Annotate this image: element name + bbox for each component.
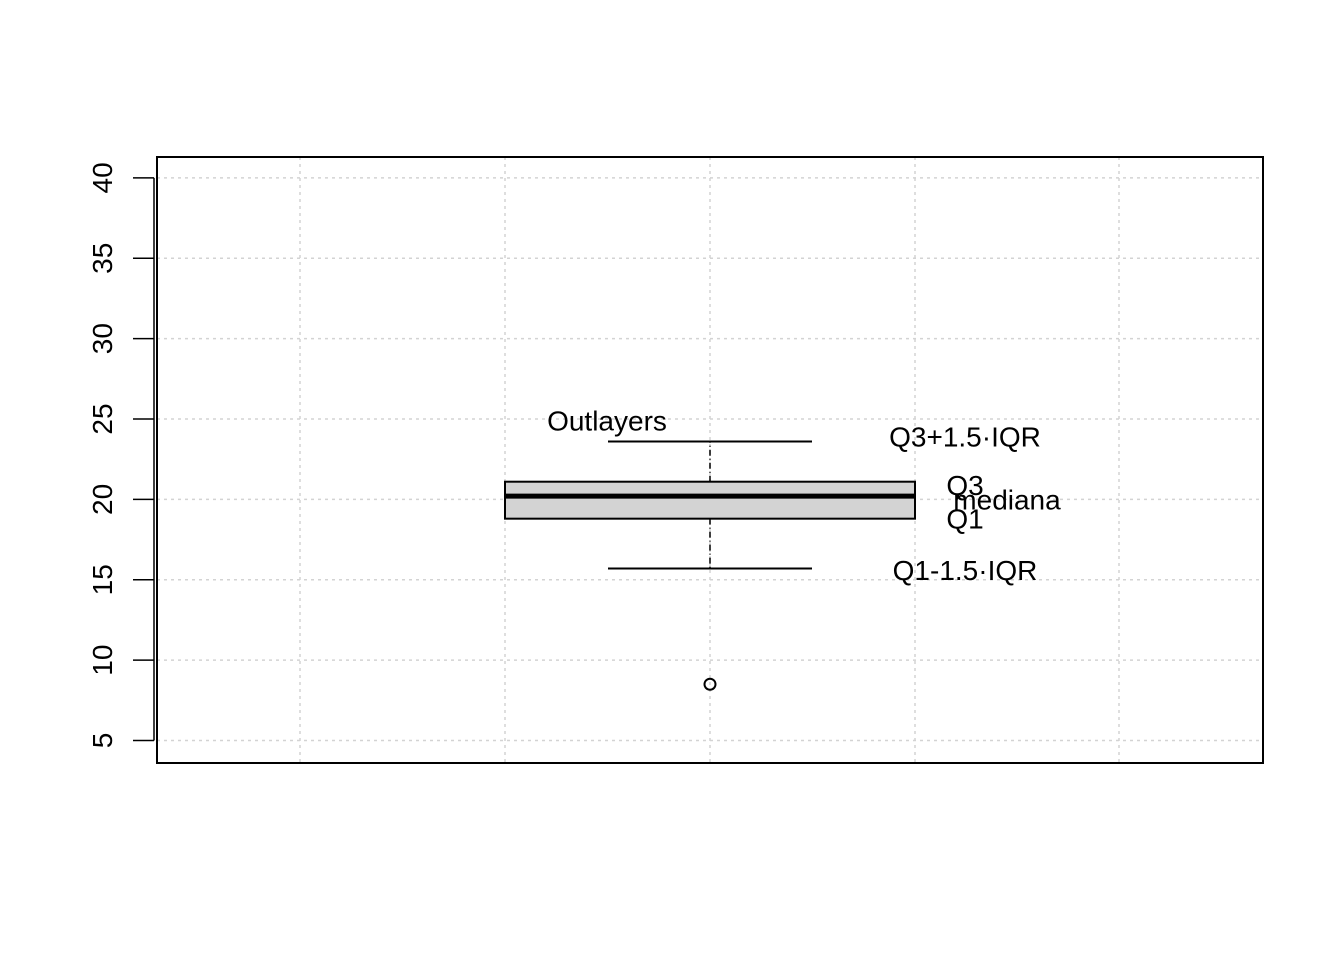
annotation-label: Q3+1.5·IQR (889, 422, 1041, 453)
y-tick-label: 10 (87, 645, 118, 676)
y-tick-label: 15 (87, 564, 118, 595)
y-tick-label: 35 (87, 243, 118, 274)
annotation-label: Outlayers (547, 406, 667, 437)
plot-frame (156, 156, 1264, 764)
y-tick-label: 5 (87, 733, 118, 749)
y-tick-label: 25 (87, 403, 118, 434)
y-axis: 5 10 15 20 25 30 35 40 (87, 162, 155, 749)
annotation-label: mediana (953, 484, 1061, 515)
outlier-point (703, 677, 717, 691)
y-tick-label: 30 (87, 323, 118, 354)
annotation-label: Q3 (946, 470, 983, 501)
y-tick-label: 20 (87, 484, 118, 515)
grid (157, 157, 1263, 763)
annotation-label: Q1-1.5·IQR (893, 555, 1038, 586)
y-tick-label: 40 (87, 162, 118, 193)
iqr-box (504, 480, 916, 520)
annotation-label: Q1 (946, 504, 983, 535)
boxplot (504, 440, 916, 691)
